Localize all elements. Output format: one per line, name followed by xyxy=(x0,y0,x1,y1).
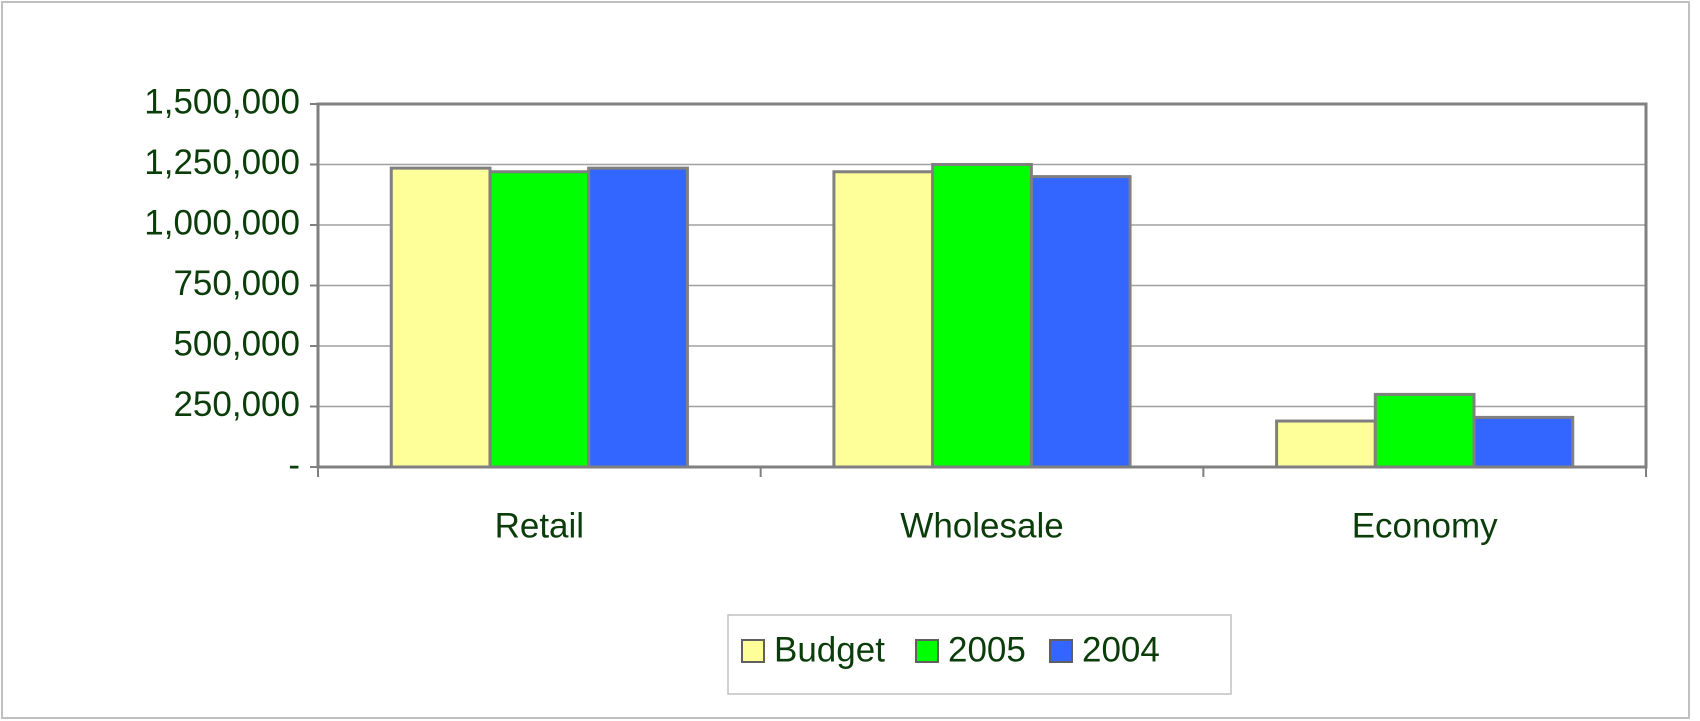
bar xyxy=(1275,419,1377,469)
y-tick-label: - xyxy=(288,445,300,484)
y-tick-label: 500,000 xyxy=(173,324,300,363)
bar xyxy=(389,166,492,469)
y-tick-label: 250,000 xyxy=(173,385,300,424)
legend-label: Budget xyxy=(774,630,885,669)
bar xyxy=(1472,415,1575,469)
legend-swatch xyxy=(741,639,765,663)
y-tick-label: 1,250,000 xyxy=(144,143,300,182)
legend-label: 2005 xyxy=(948,630,1026,669)
bar xyxy=(832,170,935,469)
y-tick-label: 750,000 xyxy=(173,264,300,303)
bar xyxy=(488,170,591,469)
bar xyxy=(1029,175,1132,469)
legend-swatch xyxy=(1049,639,1073,663)
y-tick-label: 1,000,000 xyxy=(144,203,300,242)
legend-box xyxy=(727,614,1232,695)
legend-label: 2004 xyxy=(1082,630,1160,669)
y-tick-label: 1,500,000 xyxy=(144,82,300,121)
x-tick-label: Wholesale xyxy=(900,506,1063,545)
bar xyxy=(1373,392,1476,469)
bar xyxy=(587,166,689,469)
x-tick-label: Economy xyxy=(1352,506,1498,545)
x-tick-label: Retail xyxy=(495,506,584,545)
legend-swatch xyxy=(915,639,939,663)
bar xyxy=(931,163,1033,469)
